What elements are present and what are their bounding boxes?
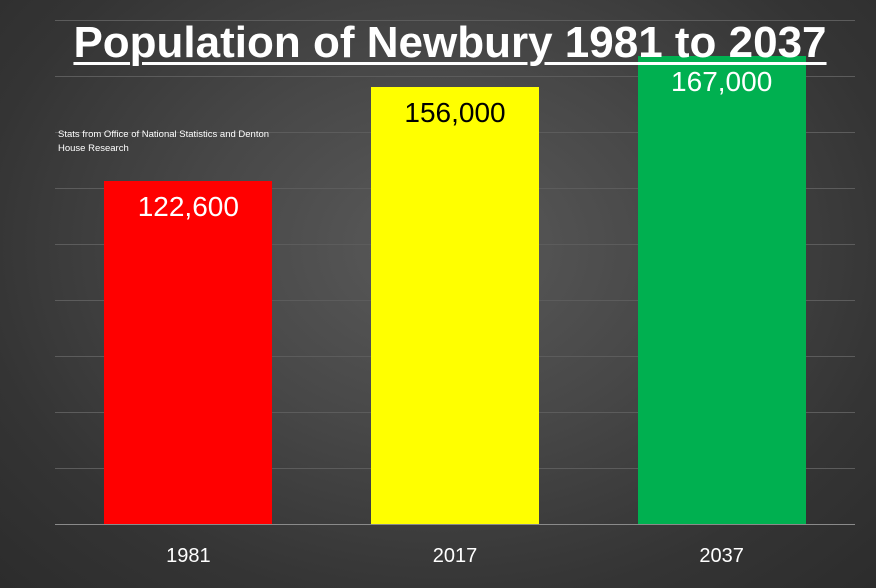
- data-label-2037: 167,000: [671, 66, 773, 98]
- data-label-1981: 122,600: [137, 190, 239, 222]
- x-axis-line: [55, 524, 855, 525]
- bar-1981: [104, 180, 273, 524]
- gridline: [55, 20, 855, 21]
- data-label-2017: 156,000: [404, 97, 506, 129]
- chart-title: Population of Newbury 1981 to 2037: [73, 18, 827, 67]
- source-note: Stats from Office of National Statistics…: [58, 129, 270, 154]
- bar-2017: [371, 87, 539, 524]
- right-border: [876, 0, 880, 588]
- bar-2037: [637, 56, 806, 524]
- x-tick-label-2037: 2037: [699, 545, 744, 567]
- x-tick-label-2017: 2017: [432, 545, 478, 567]
- gridline: [55, 76, 855, 77]
- x-tick-label-1981: 1981: [166, 545, 211, 567]
